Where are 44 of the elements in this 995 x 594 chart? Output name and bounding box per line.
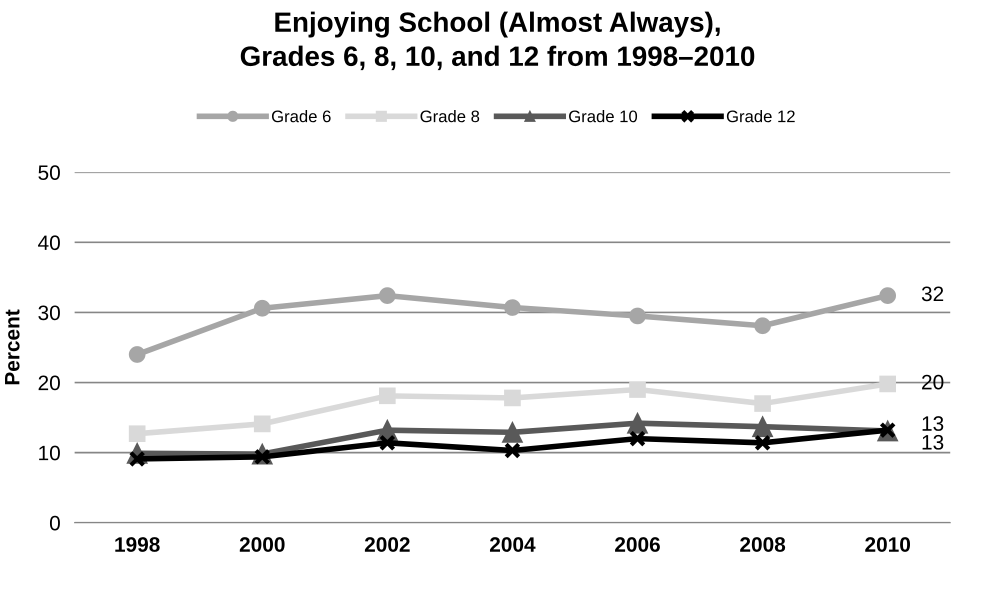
legend-label: Grade 10 — [569, 110, 638, 122]
point — [254, 416, 271, 432]
point — [379, 434, 396, 452]
legend-label: Grade 12 — [726, 110, 795, 122]
point — [128, 346, 146, 363]
legend-label: Grade 6 — [272, 110, 331, 122]
y-tick-label: 50 — [38, 165, 60, 180]
point — [879, 376, 896, 392]
legend-label: Grade 8 — [420, 110, 480, 122]
x-tick-label: 2002 — [364, 537, 410, 552]
point — [754, 434, 771, 452]
data-label: 32 — [922, 286, 944, 302]
data-label: 20 — [922, 374, 944, 390]
y-tick-label: 10 — [39, 446, 60, 460]
point — [627, 412, 648, 434]
point — [504, 299, 521, 316]
point — [379, 388, 396, 404]
x-tick-label: 2008 — [740, 537, 786, 552]
y-tick-label: 40 — [38, 235, 60, 250]
chart-title: Enjoying School (Almost Always), Grades 6, 8, 10, and 12 from 1998–2010 — [240, 12, 754, 70]
point — [754, 317, 771, 334]
y-axis-title: Percent — [5, 310, 20, 384]
point — [629, 381, 646, 398]
point — [379, 287, 396, 304]
point — [629, 430, 646, 447]
point — [502, 422, 523, 443]
point — [254, 300, 271, 317]
data-label: 13 — [922, 434, 944, 450]
point — [754, 395, 771, 412]
y-tick-label: 0 — [50, 516, 60, 530]
x-tick-label: 2004 — [490, 537, 536, 552]
point — [629, 308, 646, 324]
point — [504, 390, 521, 406]
data-label: 13 — [922, 416, 944, 431]
point — [128, 425, 146, 442]
point — [879, 287, 896, 304]
x-tick-label: 2000 — [240, 537, 285, 552]
point — [752, 416, 774, 438]
x-tick-label: 1998 — [115, 537, 160, 552]
y-tick-label: 30 — [38, 305, 60, 320]
point — [504, 442, 521, 459]
x-tick-label: 2010 — [865, 537, 910, 552]
y-tick-label: 20 — [38, 376, 60, 390]
x-tick-label: 2006 — [615, 537, 660, 552]
